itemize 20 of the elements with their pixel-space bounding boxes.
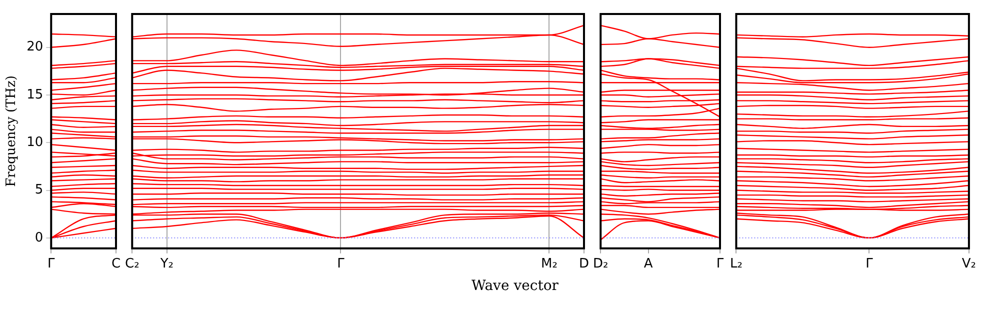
y-tick-label: 10 <box>26 135 44 150</box>
x-tick-label: L₂ <box>730 256 742 272</box>
y-axis-title: Frequency (THz) <box>4 75 20 187</box>
x-tick-label: Γ <box>866 256 874 272</box>
x-tick-label: C <box>111 256 121 272</box>
x-tick-label: V₂ <box>962 256 976 272</box>
x-tick-label: Γ <box>48 256 56 272</box>
x-tick-label: D₂ <box>592 256 608 272</box>
x-tick-label: Γ <box>716 256 724 272</box>
y-tick-label: 0 <box>34 230 44 246</box>
y-tick-label: 5 <box>34 182 44 198</box>
x-tick-label: M₂ <box>541 256 558 272</box>
x-tick-label: D <box>578 256 590 272</box>
x-tick-label: Γ <box>337 256 346 272</box>
y-tick-label: 15 <box>26 87 44 102</box>
x-axis-title: Wave vector <box>472 278 558 294</box>
x-tick-label: A <box>644 256 653 272</box>
x-tick-label: C₂ <box>124 256 140 272</box>
y-tick-label: 20 <box>26 40 44 55</box>
x-tick-label: Y₂ <box>159 256 174 272</box>
